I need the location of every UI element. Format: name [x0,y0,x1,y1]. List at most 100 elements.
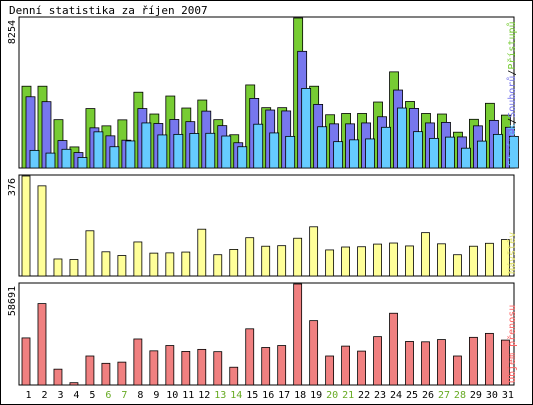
x-tick-label-30: 30 [486,390,498,401]
bar-návštěv-31 [500,239,510,277]
x-tick-label-4: 4 [73,390,79,401]
bar-objem přenosu-17 [277,345,287,386]
x-tick-label-28: 28 [454,390,466,401]
bar-návštěv-9 [149,252,159,277]
bar-objem přenosu-1 [21,337,31,386]
x-tick-label-1: 1 [25,390,31,401]
bar-objem přenosu-4 [69,382,79,386]
x-tick-label-18: 18 [294,390,306,401]
bar-stránek-5 [93,131,104,169]
bar-objem přenosu-21 [341,345,351,386]
bar-stránek-12 [205,132,216,169]
bar-objem přenosu-18 [293,283,303,386]
bar-stránek-19 [317,126,328,169]
bar-objem přenosu-2 [37,303,47,386]
x-tick-label-11: 11 [182,390,194,401]
x-tick-label-10: 10 [166,390,178,401]
bar-návštěv-10 [165,252,175,277]
x-tick-label-13: 13 [214,390,226,401]
bar-objem přenosu-31 [500,339,510,386]
bar-návštěv-5 [85,230,95,277]
x-tick-label-19: 19 [310,390,322,401]
bar-stránek-29 [477,140,487,169]
bar-návštěv-26 [421,232,430,277]
bar-objem přenosu-19 [309,320,319,386]
bar-objem přenosu-13 [213,351,223,386]
bar-stránek-23 [381,126,391,169]
bar-stránek-6 [109,146,120,169]
x-tick-label-2: 2 [41,390,47,401]
x-tick-label-31: 31 [502,390,514,401]
bar-stránek-15 [253,123,264,169]
bar-stránek-16 [269,132,280,169]
x-tick-label-20: 20 [326,390,338,401]
bar-návštěv-17 [277,245,287,277]
bar-návštěv-22 [357,246,366,277]
bar-návštěv-29 [469,245,478,277]
bar-stránek-18 [301,88,312,169]
bar-objem přenosu-9 [149,350,159,386]
x-tick-label-16: 16 [262,390,274,401]
bar-stránek-8 [141,122,152,169]
legend-separator: / [507,118,518,124]
bar-návštěv-12 [197,228,207,277]
bar-stránek-2 [45,152,56,169]
bar-návštěv-8 [133,241,143,277]
x-tick-label-7: 7 [121,390,127,401]
legend-middle: Návštěv [506,232,518,274]
bar-návštěv-6 [101,251,111,277]
bar-stránek-7 [125,140,136,169]
bar-návštěv-27 [437,243,446,277]
bar-objem přenosu-29 [469,336,478,386]
legend-entry: Návštěv [506,232,518,274]
bar-objem přenosu-8 [133,338,143,386]
chart-panel-middle: 376 Návštěv [7,174,518,277]
bar-stránek-4 [77,157,88,169]
bar-návštěv-4 [69,259,79,277]
bar-návštěv-7 [117,255,127,277]
bar-objem přenosu-30 [485,332,494,386]
legend-top: Stránek/Souborů/Přístupů [506,21,518,166]
x-tick-label-22: 22 [358,390,370,401]
x-tick-label-12: 12 [198,390,210,401]
x-tick-label-17: 17 [278,390,290,401]
bar-stránek-22 [365,138,375,169]
bar-návštěv-21 [341,246,351,277]
chart-panel-bottom: 58691 Objem přenosu [7,282,518,386]
bar-návštěv-11 [181,251,191,277]
x-tick-label-5: 5 [89,390,95,401]
x-tick-label-23: 23 [374,390,386,401]
bar-objem přenosu-24 [389,312,398,386]
bar-stránek-28 [461,147,471,169]
x-tick-label-6: 6 [105,390,111,401]
bar-stránek-30 [493,133,503,169]
bar-objem přenosu-28 [453,355,462,386]
bar-stránek-27 [445,136,455,169]
y-max-label: 376 [7,178,18,196]
y-max-label: 58691 [7,286,18,316]
bar-objem přenosu-7 [117,361,127,386]
x-tick-label-26: 26 [422,390,434,401]
bar-stránek-17 [285,135,296,169]
bar-objem přenosu-23 [373,336,382,386]
bar-objem přenosu-20 [325,355,335,386]
bar-návštěv-24 [389,242,398,277]
bar-objem přenosu-15 [245,328,255,386]
bar-návštěv-3 [53,258,63,277]
bar-stránek-1 [29,149,40,169]
bar-objem přenosu-11 [181,351,191,386]
legend-entry: Souborů [506,76,518,118]
bar-stránek-20 [333,141,344,169]
x-axis-day-labels: 1 2 3 4 5 6 7 8 9 10 11 12 13 14 15 16 17 18 19 20 21 22 23 24 2… [25,390,513,401]
legend-separator: / [507,70,518,76]
bar-stránek-13 [221,135,232,169]
x-tick-label-27: 27 [438,390,450,401]
x-tick-label-24: 24 [390,390,402,401]
x-tick-label-8: 8 [137,390,143,401]
x-tick-label-3: 3 [57,390,63,401]
legend-entry: Přístupů [506,21,518,69]
bar-návštěv-30 [485,242,494,277]
